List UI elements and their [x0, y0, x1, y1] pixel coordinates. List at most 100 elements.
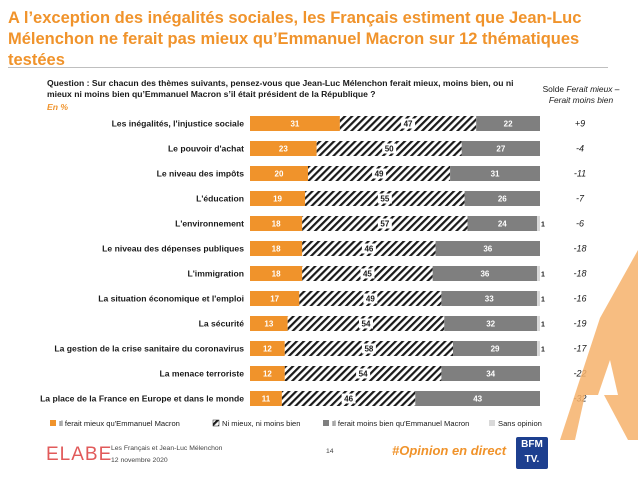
solde-value: -17 [573, 344, 587, 354]
data-label-bg [341, 393, 356, 404]
legend-label: Ni mieux, ni moins bien [222, 419, 301, 428]
solde-value: -18 [573, 244, 586, 254]
category-label: L'environnement [175, 219, 244, 229]
bar-segment [250, 366, 285, 381]
hashtag: #Opinion en direct [392, 443, 507, 458]
page-number: 14 [326, 448, 334, 455]
bar-segment [537, 291, 540, 306]
bar-segment [467, 216, 538, 231]
data-label: 46 [344, 395, 353, 404]
solde-value: -6 [576, 219, 584, 229]
data-label-bg [377, 193, 392, 204]
unit-label: En % [47, 102, 69, 112]
bar-segment [464, 191, 540, 206]
data-label: 49 [375, 170, 384, 179]
data-label-bg [360, 268, 375, 279]
bar-segment [250, 291, 300, 306]
bar-segment [250, 266, 303, 281]
data-label: 33 [485, 295, 494, 304]
solde-header-italic-2: Ferait moins bien [548, 95, 614, 105]
data-label-bg [361, 243, 376, 254]
legend-label: Il ferait mieux qu'Emmanuel Macron [59, 419, 180, 428]
category-label: Les inégalités, l'injustice sociale [112, 119, 245, 129]
data-label-bg [363, 293, 378, 304]
data-label-bg [382, 143, 397, 154]
solde-value: -16 [573, 294, 586, 304]
data-label: 57 [380, 220, 389, 229]
category-label: L'immigration [188, 269, 244, 279]
legend-swatch [212, 419, 220, 427]
solde-value: -7 [576, 194, 585, 204]
footer-note: Les Français et Jean-Luc Mélenchon 12 no… [111, 443, 222, 467]
data-label: 36 [483, 245, 492, 254]
category-label: L'éducation [196, 194, 244, 204]
solde-header-italic-1: Ferait mieux – [566, 84, 620, 94]
bfmtv-logo: BFM TV. [516, 437, 548, 469]
bar-segment [250, 191, 306, 206]
data-label: 55 [380, 195, 389, 204]
bar-segment [250, 316, 288, 331]
data-label: 24 [498, 220, 507, 229]
category-label: Le niveau des impôts [157, 169, 245, 179]
data-label: 58 [364, 345, 373, 354]
bar-segment [441, 366, 540, 381]
solde-value: -19 [573, 319, 586, 329]
category-label: La gestion de la crise sanitaire du coro… [54, 344, 244, 354]
category-label: Le pouvoir d'achat [168, 144, 244, 154]
data-label: 18 [272, 220, 281, 229]
data-label: 31 [290, 120, 299, 129]
footer-date: 12 novembre 2020 [111, 457, 168, 464]
legend-label: Il ferait moins bien qu'Emmanuel Macron [332, 419, 469, 428]
bar-segment [432, 266, 538, 281]
solde-column-header: Solde Ferait mieux – Ferait moins bien [530, 84, 632, 106]
bfmtv-logo-line2: TV. [524, 454, 540, 465]
data-label: 19 [273, 195, 282, 204]
decorative-accent-cutout [598, 360, 618, 395]
title-divider [8, 67, 608, 68]
data-label: 46 [364, 245, 373, 254]
data-label: 20 [275, 170, 284, 179]
data-label: 27 [496, 145, 505, 154]
solde-value: -11 [574, 169, 586, 179]
category-label: Le niveau des dépenses publiques [102, 244, 244, 254]
data-label: 13 [264, 320, 273, 329]
bar-segment [537, 316, 540, 331]
bar-segment [441, 291, 538, 306]
data-label: 11 [262, 395, 271, 404]
decorative-accent-shape [560, 250, 638, 440]
data-label: 1 [541, 272, 545, 279]
data-label: 22 [504, 120, 513, 129]
bfmtv-logo-line1: BFM [521, 439, 543, 450]
data-label: 29 [491, 345, 500, 354]
legend-swatch [323, 420, 329, 426]
data-label: 12 [263, 345, 272, 354]
bar-segment [250, 216, 303, 231]
data-label-bg [401, 118, 416, 129]
data-label: 23 [279, 145, 288, 154]
category-label: La sécurité [199, 319, 245, 329]
data-label: 36 [480, 270, 489, 279]
data-label-bg [359, 318, 373, 329]
category-label: La menace terroriste [159, 369, 244, 379]
bar-segment [476, 116, 540, 131]
bar-segment [250, 166, 308, 181]
bar-segment [250, 241, 303, 256]
data-label: 43 [473, 395, 482, 404]
bar-segment [250, 141, 317, 156]
legend-label: Sans opinion [498, 419, 542, 428]
solde-value: -4 [576, 144, 584, 154]
data-label: 54 [362, 320, 371, 329]
bar-segment [415, 391, 540, 406]
bar-segment [537, 266, 540, 281]
page-title: A l’exception des inégalités sociales, l… [8, 9, 582, 69]
bar-segment [450, 166, 540, 181]
bar-segment [250, 391, 282, 406]
data-label: 1 [541, 222, 545, 229]
data-label: 45 [363, 270, 372, 279]
legend-swatch [50, 420, 56, 426]
data-label-bg [356, 368, 371, 379]
data-label: 47 [404, 120, 413, 129]
solde-header-label: Solde [542, 84, 567, 94]
bar-segment [444, 316, 538, 331]
